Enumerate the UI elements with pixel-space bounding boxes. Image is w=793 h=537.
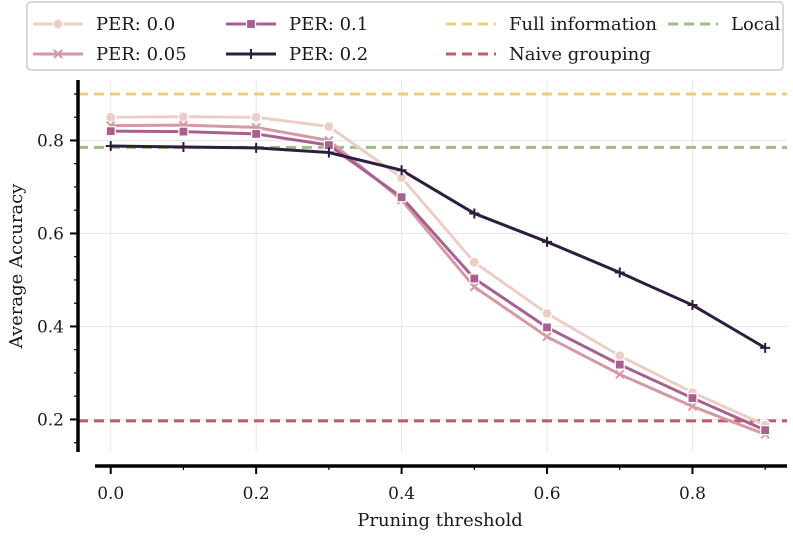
data-point-s3-6 [542, 236, 553, 247]
data-point-s3-4 [396, 165, 407, 176]
data-point-s3-0 [105, 141, 116, 152]
data-point-s3-8 [687, 300, 698, 311]
data-point-s0-7 [614, 350, 626, 362]
data-point-s2-9 [760, 425, 771, 436]
legend-swatch-marker-1 [245, 18, 257, 30]
data-point-s2-8 [687, 392, 698, 404]
y-tick-label-3: 0.8 [37, 131, 64, 151]
y-tick-label-2: 0.6 [37, 224, 64, 244]
data-point-s3-2 [251, 142, 262, 153]
legend-label-1: PER: 0.1 [289, 14, 368, 35]
data-point-s2-2 [251, 128, 262, 140]
legend-label-2: Full information [509, 14, 657, 35]
x-axis-label: Pruning threshold [357, 510, 523, 531]
legend-label-6: Naive grouping [509, 44, 651, 65]
data-point-s0-3 [323, 120, 335, 133]
data-point-s2-6 [541, 322, 553, 333]
data-point-s1-7 [615, 369, 625, 380]
data-point-s2-7 [614, 359, 625, 370]
data-point-s2-1 [178, 126, 189, 137]
series-line-2 [110, 129, 766, 432]
data-point-s3-5 [469, 208, 480, 219]
series-line-3 [110, 144, 766, 350]
y-tick-label-1: 0.4 [37, 317, 64, 337]
legend-swatch-marker-0 [52, 18, 64, 30]
data-point-s3-1 [178, 141, 189, 152]
x-tick-label-3: 0.6 [534, 484, 561, 504]
x-tick-label-2: 0.4 [388, 484, 415, 504]
data-point-s1-8 [687, 401, 698, 412]
tick-labels: 0.0 0.2 0.4 0.6 0.8 0.2 0.4 0.6 0.8 [37, 131, 706, 504]
x-tick-label-0: 0.0 [97, 484, 124, 504]
data-point-s2-5 [469, 273, 480, 284]
axes [70, 80, 787, 474]
legend-swatch-marker-5 [246, 49, 256, 59]
legend-label-0: PER: 0.0 [96, 14, 175, 35]
x-tick-label-1: 0.2 [243, 484, 270, 504]
legend-label-4: PER: 0.05 [96, 44, 187, 65]
data-point-s1-5 [469, 282, 480, 292]
y-tick-label-0: 0.2 [37, 410, 64, 430]
y-axis-label: Average Accuracy [6, 183, 27, 349]
series-lines [110, 115, 766, 436]
data-point-s3-7 [614, 267, 625, 278]
legend-label-3: Local [731, 14, 781, 35]
data-point-s3-3 [323, 147, 334, 158]
data-point-s0-1 [177, 111, 190, 123]
data-point-s0-6 [541, 307, 553, 320]
data-point-s0-0 [105, 111, 117, 123]
legend-label-5: PER: 0.2 [289, 44, 368, 65]
data-point-s3-9 [760, 342, 771, 353]
data-point-s2-4 [396, 192, 407, 203]
legend: PER: 0.0 PER: 0.1 Full information Local PER… [26, 1, 784, 71]
data-point-s0-2 [250, 111, 262, 123]
x-tick-label-4: 0.8 [679, 484, 706, 504]
data-point-s1-6 [542, 331, 552, 342]
series-line-0 [110, 115, 766, 427]
series-markers [105, 111, 771, 440]
series-line-1 [110, 123, 766, 436]
data-point-s2-0 [105, 126, 116, 137]
legend-box [26, 1, 784, 71]
data-point-s0-5 [468, 256, 480, 268]
legend-swatch-marker-4 [53, 49, 63, 59]
